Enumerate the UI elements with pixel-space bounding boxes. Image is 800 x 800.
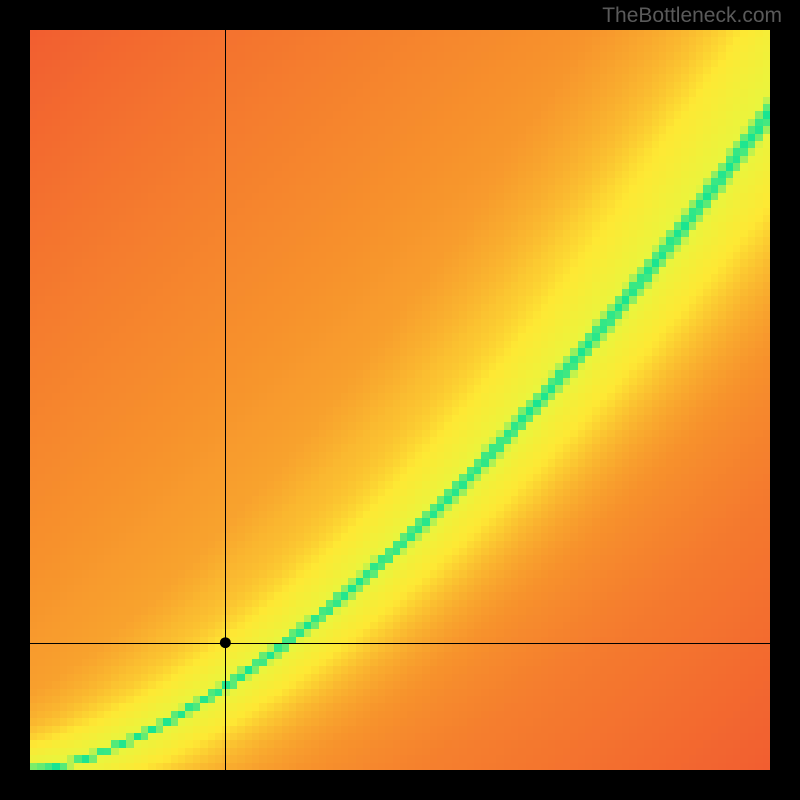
heatmap-plot (30, 30, 770, 770)
watermark-text: TheBottleneck.com (602, 4, 782, 28)
heatmap-canvas (30, 30, 770, 770)
